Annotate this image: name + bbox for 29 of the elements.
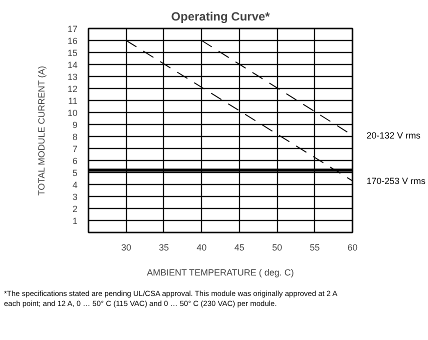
y-tick-label: 1 — [72, 216, 78, 226]
x-tick-label: 60 — [347, 242, 358, 252]
x-axis-title: AMBIENT TEMPERATURE ( deg. C) — [146, 268, 294, 278]
series-label: 170-253 V rms — [366, 176, 426, 186]
y-tick-label: 4 — [72, 180, 78, 190]
y-tick-label: 7 — [72, 144, 78, 154]
y-tick-label: 11 — [68, 96, 78, 106]
y-tick-label: 5 — [72, 168, 78, 178]
y-axis-title: TOTAL MODULE CURRENT (A) — [36, 66, 46, 196]
y-tick-label: 14 — [67, 60, 78, 70]
y-tick-label: 17 — [67, 24, 78, 34]
y-tick-label: 8 — [72, 132, 78, 142]
series-label: 20-132 V rms — [366, 130, 422, 140]
x-tick-label: 35 — [158, 242, 169, 252]
y-tick-label: 2 — [72, 204, 78, 214]
x-tick-label: 45 — [234, 242, 244, 252]
y-tick-label: 6 — [72, 156, 78, 166]
y-tick-label: 16 — [67, 36, 78, 46]
y-tick-label: 12 — [67, 84, 78, 94]
x-tick-label: 30 — [121, 242, 132, 252]
y-tick-label: 13 — [67, 72, 78, 82]
y-tick-label: 15 — [67, 48, 78, 58]
y-tick-label: 9 — [72, 120, 78, 130]
y-tick-label: 10 — [67, 108, 78, 118]
y-tick-label: 3 — [72, 192, 78, 202]
chart-title: Operating Curve* — [171, 10, 270, 24]
x-tick-label: 40 — [196, 242, 207, 252]
x-tick-label: 55 — [310, 242, 320, 252]
x-tick-label: 50 — [272, 242, 282, 252]
